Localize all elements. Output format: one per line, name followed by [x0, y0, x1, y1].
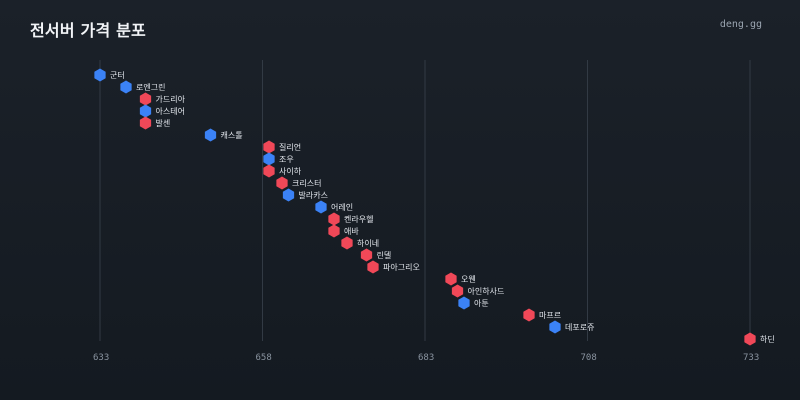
data-point: 애바 — [328, 224, 359, 238]
point-label: 발센 — [156, 118, 171, 128]
x-tick-label: 658 — [256, 353, 272, 363]
point-marker — [451, 284, 464, 298]
page-title: 전서버 가격 분포 — [30, 21, 146, 40]
point-label: 사이하 — [279, 166, 302, 176]
data-point: 마프르 — [523, 308, 561, 322]
data-point: 어레인 — [315, 200, 353, 214]
data-point: 하이네 — [341, 236, 379, 250]
data-point: 아인하사드 — [451, 284, 505, 298]
data-point: 아툰 — [458, 296, 489, 310]
data-point: 켄라우헬 — [328, 212, 373, 226]
point-marker — [204, 128, 217, 142]
point-label: 아스테어 — [156, 106, 185, 116]
data-point: 캐스톨 — [204, 128, 243, 142]
data-point: 조우 — [263, 152, 294, 166]
point-marker — [744, 332, 756, 346]
data-point: 로엔그린 — [120, 80, 165, 94]
point-marker — [276, 176, 288, 190]
point-marker — [549, 320, 561, 334]
data-point: 발센 — [139, 116, 171, 130]
point-marker — [139, 104, 152, 118]
grid-layer — [99, 60, 751, 341]
x-tick-label: 633 — [93, 353, 109, 363]
brand-label: deng.gg — [719, 19, 762, 30]
point-label: 군터 — [110, 71, 125, 80]
x-axis-ticks: 633 658 683 708 733 — [93, 353, 759, 363]
data-points: 군터로엔그린가드리아아스테어발센캐스톨질리언조우사이하크리스터발라카스어레인켄라… — [94, 68, 775, 346]
point-label: 크리스터 — [292, 179, 321, 188]
point-label: 로엔그린 — [136, 82, 165, 92]
point-label: 조우 — [279, 155, 294, 164]
point-marker — [139, 116, 152, 130]
point-label: 캐스톨 — [221, 131, 243, 140]
point-marker — [523, 308, 535, 322]
point-label: 하이네 — [357, 238, 379, 248]
data-point: 크리스터 — [276, 176, 321, 190]
data-point: 오웬 — [445, 272, 476, 286]
point-marker — [139, 92, 152, 106]
data-point: 발라카스 — [282, 188, 328, 202]
data-point: 아스테어 — [139, 104, 185, 118]
data-point: 린델 — [360, 248, 392, 262]
point-marker — [282, 188, 295, 202]
data-point: 가드리아 — [139, 92, 186, 106]
point-marker — [263, 140, 275, 154]
x-tick-label: 683 — [418, 353, 434, 363]
point-label: 켄라우헬 — [344, 214, 373, 224]
point-label: 어레인 — [331, 202, 353, 212]
point-label: 린델 — [377, 250, 392, 260]
point-marker — [367, 260, 379, 274]
point-marker — [458, 296, 470, 310]
x-tick-label: 733 — [743, 353, 759, 363]
point-label: 마프르 — [539, 311, 561, 320]
point-label: 애바 — [344, 226, 359, 236]
point-marker — [263, 152, 275, 166]
x-tick-label: 708 — [581, 353, 597, 363]
data-point: 질리언 — [263, 140, 301, 154]
data-point: 사이하 — [263, 164, 302, 178]
point-label: 아인하사드 — [468, 286, 505, 296]
data-point: 데포로쥬 — [549, 320, 594, 334]
point-label: 데포로쥬 — [565, 323, 594, 332]
point-marker — [445, 272, 457, 286]
point-marker — [360, 248, 373, 262]
data-point: 파아그리오 — [367, 260, 420, 274]
point-marker — [328, 212, 340, 226]
point-label: 가드리아 — [156, 94, 186, 104]
point-marker — [120, 80, 132, 94]
point-marker — [328, 224, 340, 238]
point-label: 하딘 — [760, 334, 775, 344]
point-marker — [94, 68, 106, 82]
point-label: 오웬 — [461, 275, 476, 284]
point-marker — [263, 164, 275, 178]
point-label: 질리언 — [279, 142, 301, 152]
point-label: 발라카스 — [299, 190, 328, 200]
data-point: 군터 — [94, 68, 125, 82]
point-label: 파아그리오 — [383, 262, 420, 272]
point-label: 아툰 — [474, 298, 489, 308]
point-marker — [315, 200, 327, 214]
point-marker — [341, 236, 353, 250]
data-point: 하딘 — [744, 332, 775, 346]
